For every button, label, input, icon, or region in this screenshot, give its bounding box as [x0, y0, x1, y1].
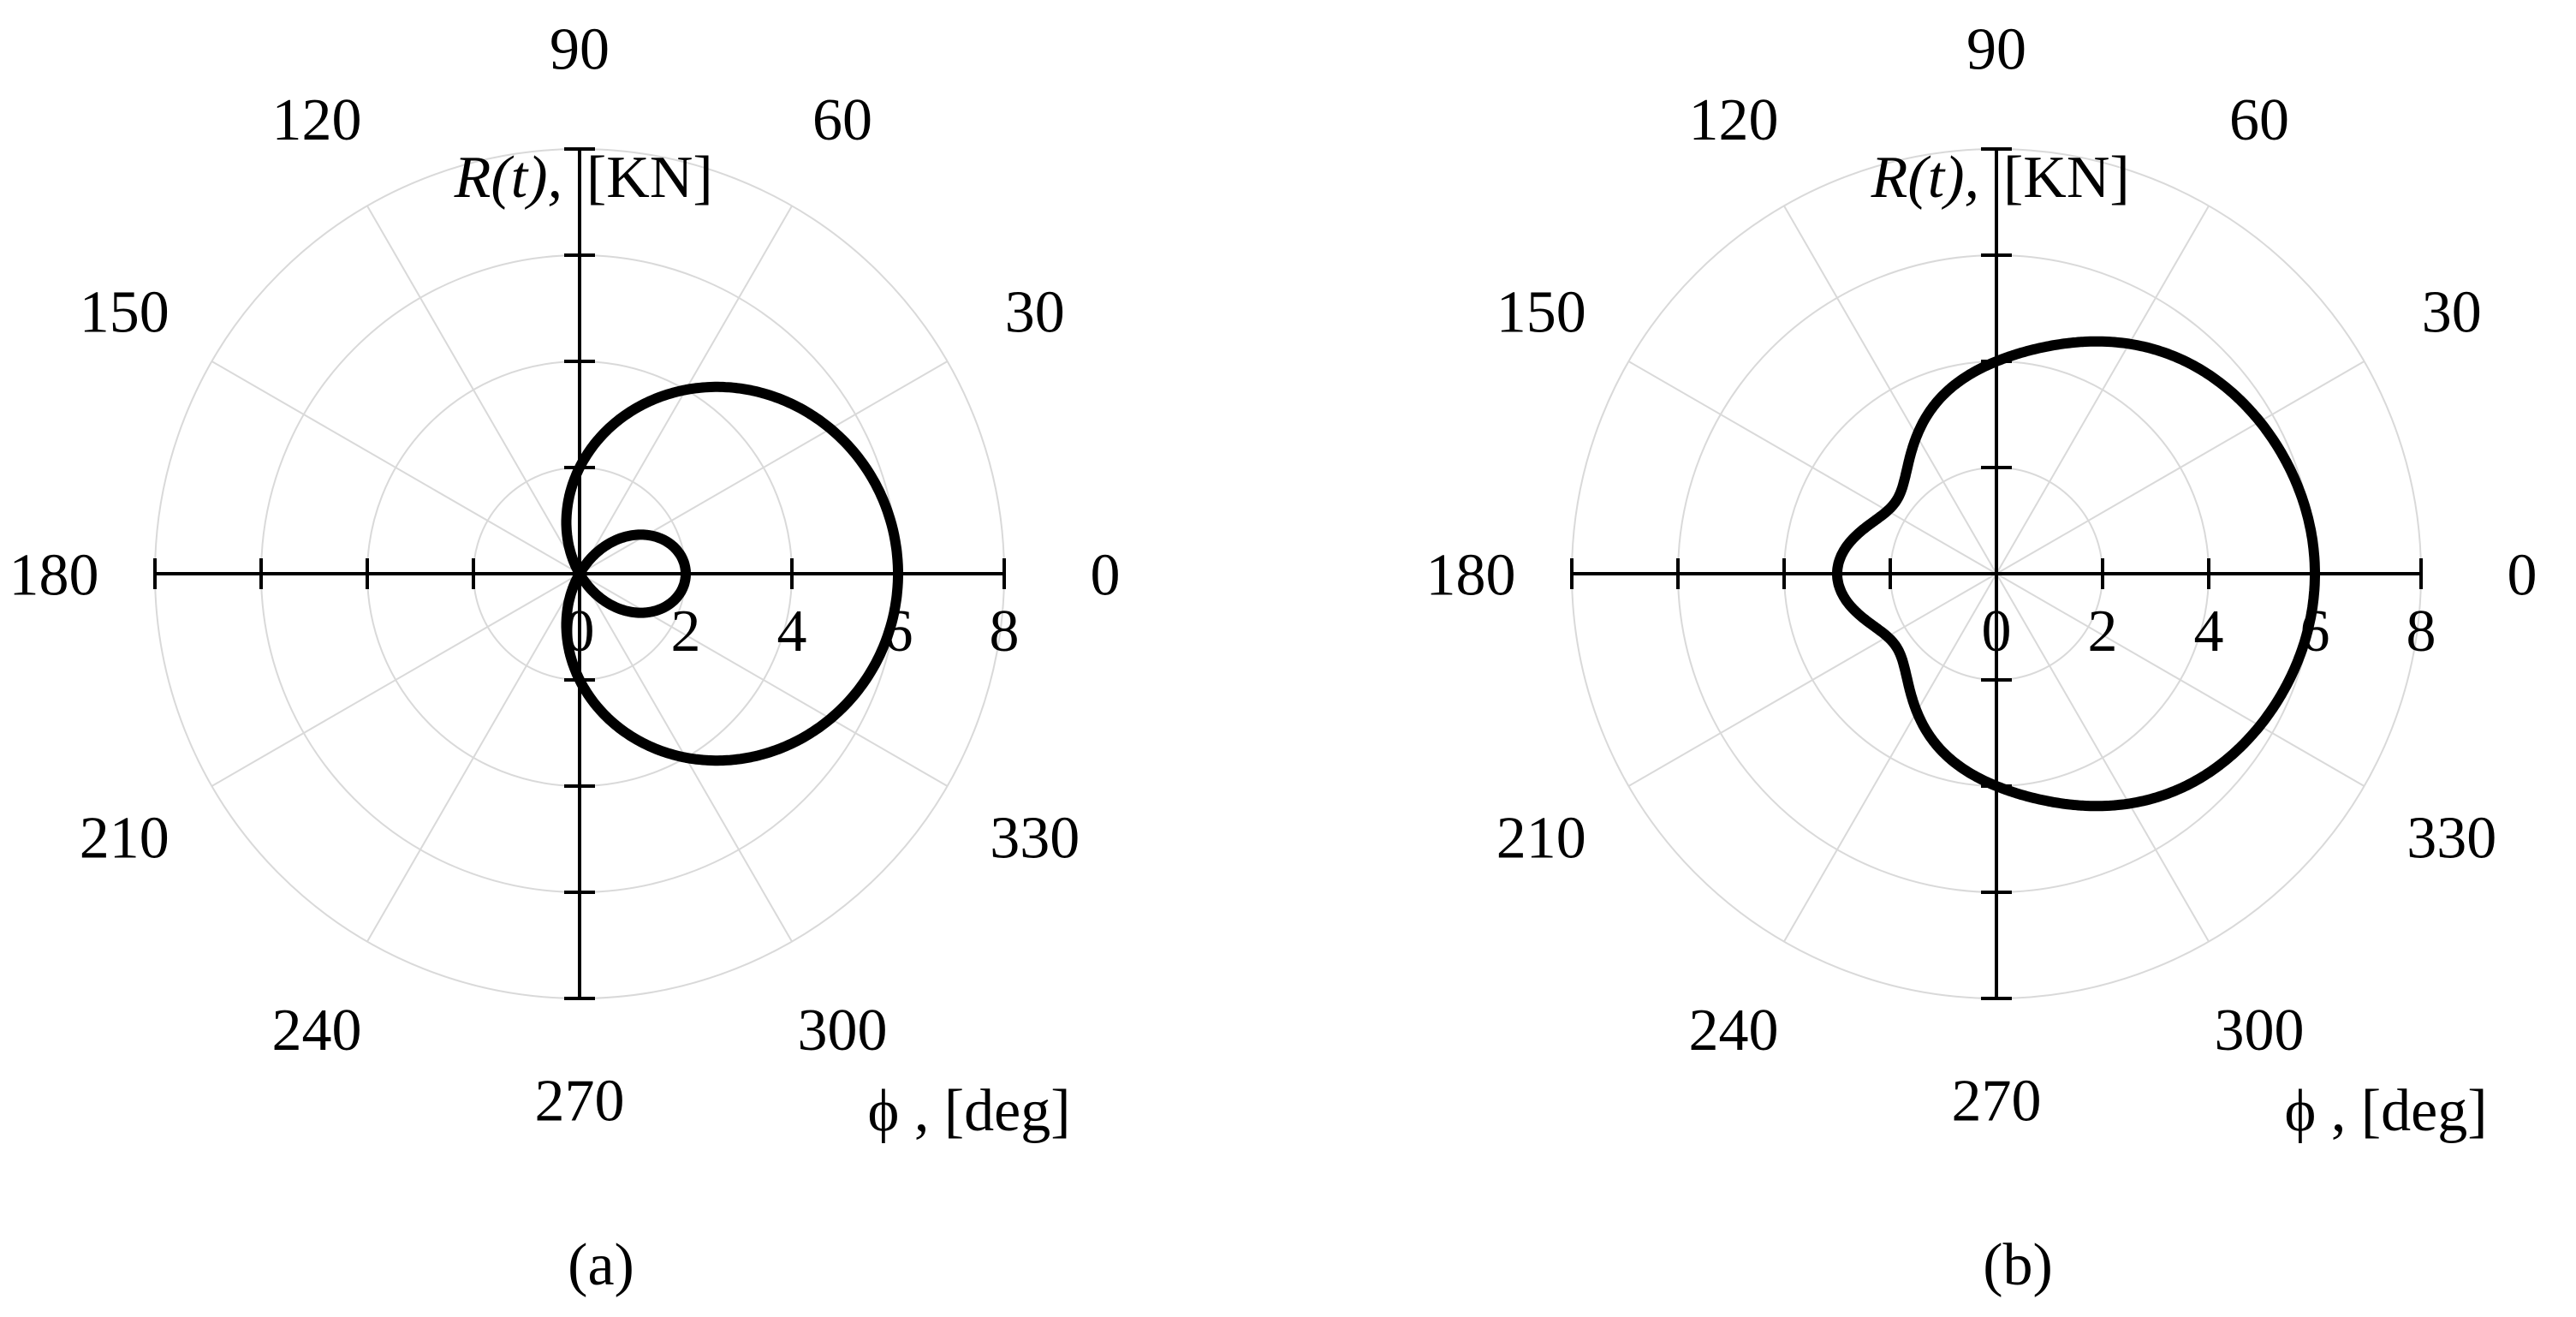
angle-tick-label: 120 — [272, 87, 362, 153]
grid-spoke — [1627, 573, 1997, 787]
angle-tick-label: 0 — [2508, 543, 2537, 609]
angle-tick-label: 240 — [272, 998, 362, 1064]
angle-tick-label: 180 — [1426, 543, 1516, 609]
x-axis-label: ϕ , [deg] — [2284, 1078, 2487, 1144]
x-axis-label: ϕ , [deg] — [867, 1078, 1070, 1144]
angle-tick-label: 300 — [798, 998, 888, 1064]
radial-tick-label: 4 — [777, 599, 807, 664]
angle-tick-label: 90 — [1966, 17, 2026, 83]
angle-tick-label: 60 — [812, 87, 872, 153]
angle-tick-label: 330 — [990, 806, 1080, 872]
angle-tick-label: 60 — [2229, 87, 2289, 153]
angle-tick-label: 240 — [1689, 998, 1779, 1064]
panel-label: (a) — [568, 1232, 634, 1298]
angle-tick-label: 270 — [1952, 1069, 2042, 1135]
y-axis-unit: [KN] — [2003, 145, 2130, 211]
grid-spoke — [1996, 573, 2365, 787]
grid-spoke — [1996, 573, 2210, 943]
angle-tick-label: 90 — [550, 17, 610, 83]
radial-tick-label: 2 — [2088, 599, 2118, 664]
series-curves — [1832, 336, 2320, 812]
grid-spoke — [1783, 573, 1997, 943]
angle-tick-label: 300 — [2215, 998, 2305, 1064]
angle-tick-label: 210 — [80, 806, 170, 872]
grid-spoke — [1996, 361, 2365, 575]
angle-tick-label: 210 — [1496, 806, 1586, 872]
y-axis-label: R(t), — [1871, 145, 1979, 211]
grid-spoke — [211, 361, 580, 575]
radial-tick-label: 0 — [1982, 599, 2012, 664]
grid-spoke — [366, 573, 580, 943]
angle-tick-label: 30 — [2422, 280, 2482, 346]
grid-spoke — [1627, 361, 1997, 575]
series-curves — [561, 381, 903, 766]
radial-tick-label: 8 — [990, 599, 1020, 664]
series-line — [561, 381, 903, 766]
grid-spoke — [211, 573, 580, 787]
radial-tick-label: 8 — [2406, 599, 2436, 664]
radial-tick-label: 2 — [671, 599, 701, 664]
grid-spoke — [1783, 205, 1997, 575]
chart-labels: R(t), [KN] ϕ , [deg] (b) — [1871, 145, 2488, 1298]
angle-tick-label: 30 — [1005, 280, 1065, 346]
panel-label: (b) — [1983, 1232, 2053, 1298]
grid-spoke — [1996, 205, 2210, 575]
angle-tick-label: 330 — [2406, 806, 2496, 872]
angle-tick-label: 180 — [9, 543, 99, 609]
angle-tick-label: 120 — [1689, 87, 1779, 153]
y-axis-unit: [KN] — [586, 145, 713, 211]
radial-tick-label: 4 — [2194, 599, 2224, 664]
grid-spoke — [366, 205, 580, 575]
y-axis-label: R(t), — [454, 145, 562, 211]
chart-labels: R(t), [KN] ϕ , [deg] (a) — [454, 145, 1071, 1298]
series-line — [1832, 336, 2320, 812]
angle-tick-label: 150 — [80, 280, 170, 346]
angle-tick-label: 0 — [1091, 543, 1121, 609]
angle-tick-label: 150 — [1496, 280, 1586, 346]
angle-tick-label: 270 — [535, 1069, 625, 1135]
